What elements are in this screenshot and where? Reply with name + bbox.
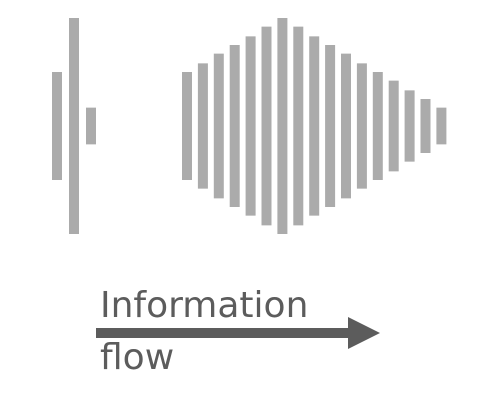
arrow-head — [348, 317, 380, 349]
large-pulse-bar-7 — [277, 18, 288, 234]
large-pulse-bar-11 — [341, 53, 351, 199]
large-pulse-bar-5 — [245, 36, 256, 216]
large-pulse-bar-2 — [197, 63, 208, 189]
large-pulse-bar-9 — [309, 36, 320, 216]
large-pulse-bar-3 — [213, 53, 224, 199]
small-pulse-bar-3 — [86, 107, 96, 145]
small-pulse-bar-1 — [52, 72, 62, 180]
flow-arrow-icon — [96, 317, 380, 349]
large-pulse-bar-12 — [356, 63, 367, 189]
caption-line-information: Information — [100, 285, 309, 326]
large-pulse-bar-13 — [372, 72, 383, 180]
large-pulse-group — [182, 18, 447, 234]
large-pulse-bar-17 — [436, 107, 447, 145]
large-pulse-bar-14 — [388, 80, 399, 172]
small-pulse-bar-2 — [69, 18, 79, 234]
large-pulse-bar-10 — [325, 45, 336, 207]
caption-line-flow: flow — [100, 337, 175, 378]
large-pulse-bar-16 — [420, 99, 431, 153]
large-pulse-bar-6 — [261, 26, 272, 226]
large-pulse-bar-1 — [182, 72, 192, 180]
small-pulse-group — [52, 18, 96, 234]
large-pulse-bar-15 — [404, 90, 415, 162]
large-pulse-bar-4 — [229, 45, 240, 207]
large-pulse-bar-8 — [293, 26, 304, 226]
